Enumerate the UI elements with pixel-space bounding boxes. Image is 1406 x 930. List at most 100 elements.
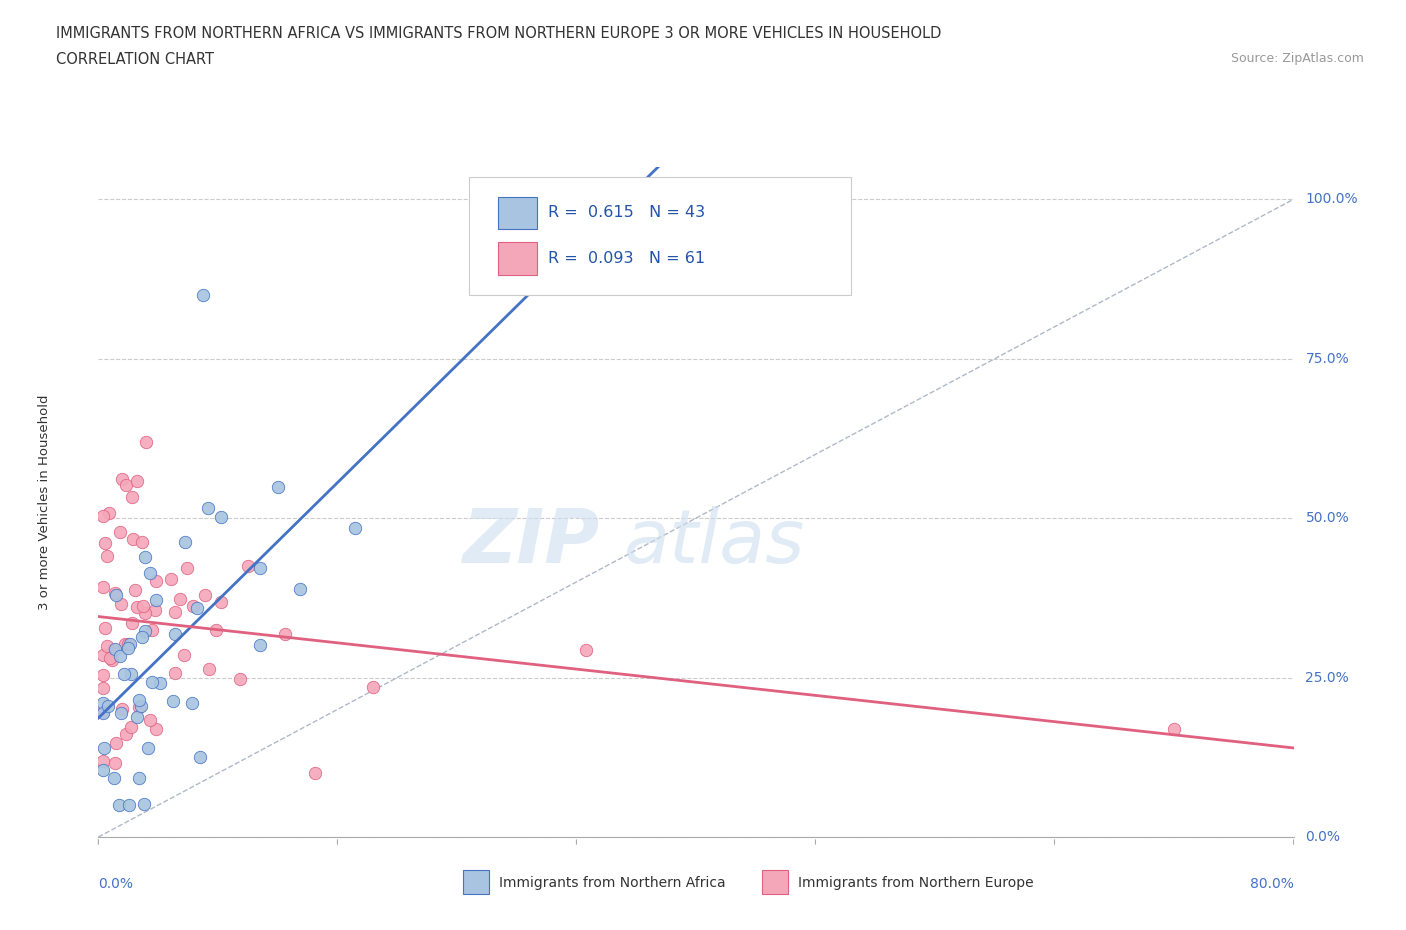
Point xyxy=(117,636,139,651)
Point xyxy=(98,650,121,665)
Point xyxy=(180,696,202,711)
Point xyxy=(131,534,153,549)
Point xyxy=(128,770,150,785)
FancyBboxPatch shape xyxy=(498,243,537,274)
Point xyxy=(135,434,157,449)
Point xyxy=(145,593,167,608)
Text: 0.0%: 0.0% xyxy=(1305,830,1340,844)
Point xyxy=(91,667,114,682)
Point xyxy=(108,525,131,539)
Point xyxy=(181,599,204,614)
Point xyxy=(194,588,217,603)
Text: ZIP: ZIP xyxy=(463,506,600,578)
Point xyxy=(103,770,125,785)
Point xyxy=(104,585,127,600)
Point xyxy=(173,647,195,662)
Point xyxy=(129,699,152,714)
Point xyxy=(101,653,124,668)
Point xyxy=(176,561,198,576)
Point xyxy=(288,581,311,596)
Point xyxy=(304,765,326,780)
Point xyxy=(197,661,219,676)
Point xyxy=(139,712,162,727)
Point xyxy=(186,600,208,615)
Point xyxy=(131,630,153,644)
Point xyxy=(96,549,118,564)
Text: R =  0.615   N = 43: R = 0.615 N = 43 xyxy=(548,206,704,220)
Point xyxy=(134,623,156,638)
Point xyxy=(127,710,149,724)
Point xyxy=(145,722,167,737)
Text: 25.0%: 25.0% xyxy=(1305,671,1350,684)
Point xyxy=(110,705,132,720)
Point xyxy=(134,550,156,565)
Point xyxy=(91,704,114,719)
Point xyxy=(249,637,271,652)
Point xyxy=(91,647,114,662)
Point xyxy=(111,472,134,486)
Point xyxy=(103,642,125,657)
Point xyxy=(228,671,250,686)
Point xyxy=(98,506,121,521)
Point xyxy=(274,626,297,641)
Point xyxy=(128,692,150,707)
Point xyxy=(209,594,232,609)
Point xyxy=(134,605,156,620)
Point xyxy=(145,574,167,589)
Text: 50.0%: 50.0% xyxy=(1305,512,1350,525)
Point xyxy=(141,674,163,689)
Point xyxy=(105,736,128,751)
Point xyxy=(173,534,195,549)
Point xyxy=(91,579,114,594)
Point xyxy=(114,478,136,493)
Text: Immigrants from Northern Europe: Immigrants from Northern Europe xyxy=(797,875,1033,889)
FancyBboxPatch shape xyxy=(470,178,851,295)
Point xyxy=(249,560,271,575)
Point xyxy=(96,638,118,653)
Point xyxy=(361,679,384,694)
Point xyxy=(101,643,124,658)
Point xyxy=(108,649,131,664)
Point xyxy=(105,588,128,603)
FancyBboxPatch shape xyxy=(463,870,489,894)
Point xyxy=(204,622,226,637)
Point xyxy=(108,798,131,813)
Point xyxy=(1163,721,1185,736)
Point xyxy=(120,720,142,735)
Point xyxy=(93,535,115,550)
Point xyxy=(93,763,115,777)
Point xyxy=(575,643,598,658)
Point xyxy=(267,480,290,495)
Text: atlas: atlas xyxy=(624,506,806,578)
Point xyxy=(149,676,172,691)
FancyBboxPatch shape xyxy=(762,870,787,894)
Point xyxy=(118,798,141,813)
Point xyxy=(122,531,145,546)
Text: 80.0%: 80.0% xyxy=(1250,877,1294,891)
Point xyxy=(117,641,139,656)
Point xyxy=(120,667,142,682)
Text: R =  0.093   N = 61: R = 0.093 N = 61 xyxy=(548,251,704,266)
Point xyxy=(124,583,146,598)
Point xyxy=(209,509,232,524)
FancyBboxPatch shape xyxy=(498,197,537,229)
Point xyxy=(136,740,159,755)
Point xyxy=(162,693,184,708)
Text: Source: ZipAtlas.com: Source: ZipAtlas.com xyxy=(1230,52,1364,65)
Point xyxy=(121,615,143,630)
Text: 75.0%: 75.0% xyxy=(1305,352,1350,365)
Text: IMMIGRANTS FROM NORTHERN AFRICA VS IMMIGRANTS FROM NORTHERN EUROPE 3 OR MORE VEH: IMMIGRANTS FROM NORTHERN AFRICA VS IMMIG… xyxy=(56,26,942,41)
Point xyxy=(91,509,114,524)
Point xyxy=(91,696,114,711)
Point xyxy=(121,490,143,505)
Point xyxy=(128,700,150,715)
Point xyxy=(165,604,187,619)
Point xyxy=(93,620,115,635)
Point xyxy=(160,572,183,587)
Point xyxy=(143,603,166,618)
Point xyxy=(91,680,114,695)
Point xyxy=(169,591,191,606)
Point xyxy=(188,750,211,764)
Point xyxy=(104,755,127,770)
Point xyxy=(141,622,163,637)
